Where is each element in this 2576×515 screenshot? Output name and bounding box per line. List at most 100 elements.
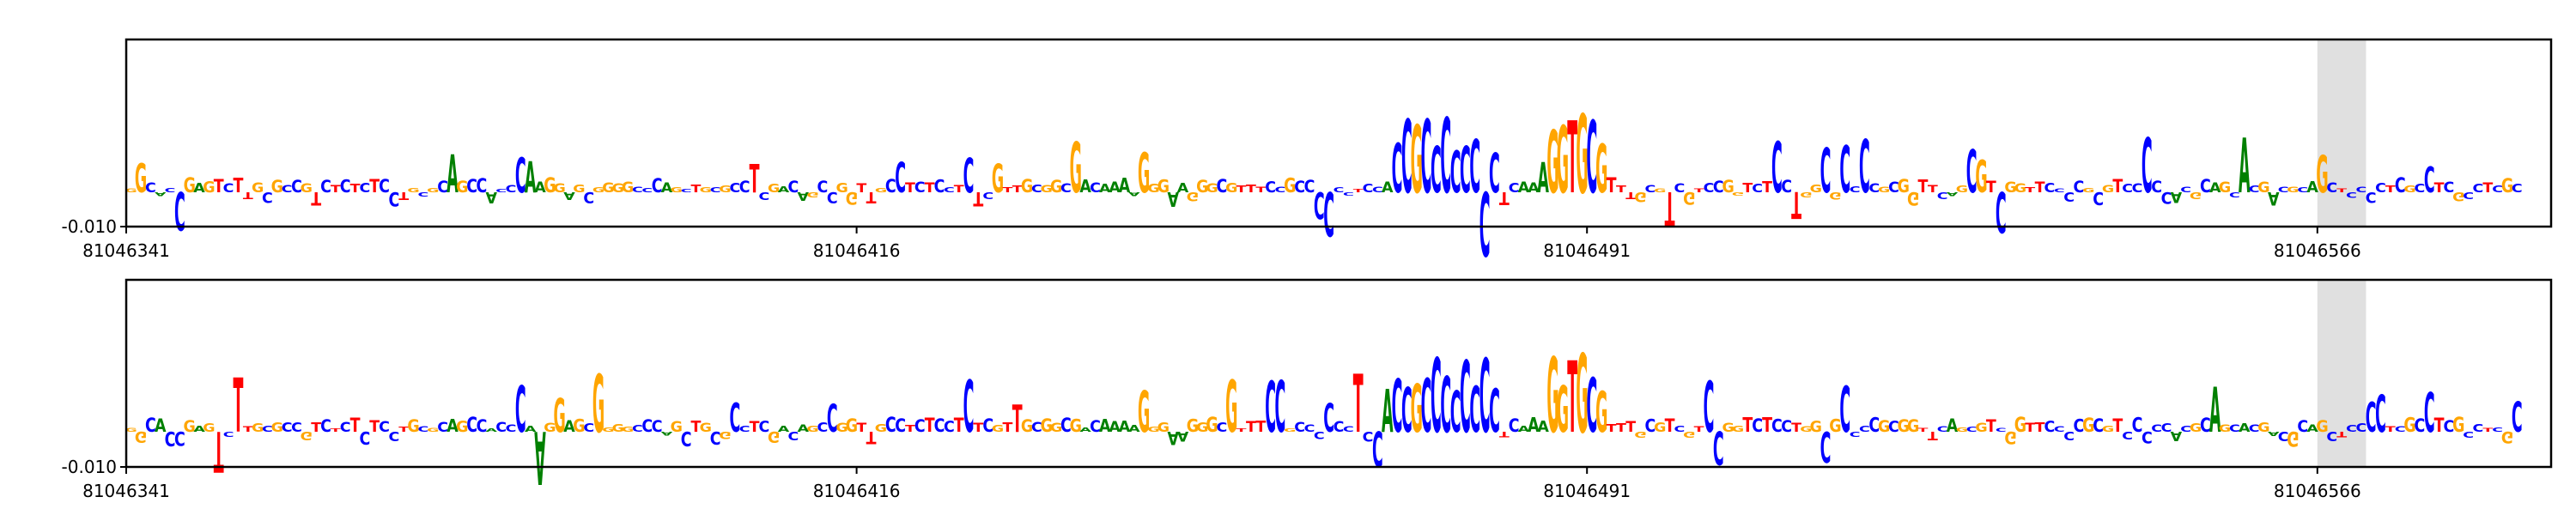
logo-letter: C <box>2161 421 2172 435</box>
logo-letter: C <box>681 427 692 450</box>
logo-letter: A <box>1099 415 1111 437</box>
logo-letter: C <box>1294 419 1305 435</box>
logo-letter: C <box>2132 414 2143 437</box>
logo-letter: G <box>1196 420 1208 435</box>
logo-letter: T <box>925 179 935 196</box>
logo-letter: G <box>846 415 858 436</box>
logo-letter: C <box>418 425 429 433</box>
logo-letter: T <box>2112 415 2123 436</box>
logo-letter: C <box>1859 425 1870 434</box>
logo-letter: G <box>992 157 1004 203</box>
logo-letter: C <box>2463 190 2474 200</box>
logo-letter: C <box>583 421 594 434</box>
logo-letter: G <box>1050 421 1062 435</box>
logo-letter: A <box>1382 179 1394 197</box>
logo-letter: T <box>905 180 916 196</box>
logo-letter: G <box>2004 427 2016 446</box>
logo-letter: C <box>2473 421 2484 434</box>
logo-letter: T <box>369 417 380 436</box>
logo-letter: G <box>1732 191 1744 196</box>
logo-letter: G <box>602 179 614 196</box>
logo-letter: C <box>934 415 945 436</box>
logo-letter: G <box>427 187 439 194</box>
logo-letter: A <box>1119 174 1131 197</box>
logo-letter: C <box>477 174 488 197</box>
logo-letter: C <box>2093 188 2104 209</box>
logo-letter: A <box>534 179 546 196</box>
logo-letter: T <box>1791 184 1801 227</box>
logo-letter: T <box>243 425 254 433</box>
logo-letter: G <box>1878 185 1890 194</box>
logo-letter: A <box>797 190 809 203</box>
logo-letter: G <box>1187 416 1199 437</box>
logo-letter: C <box>2142 122 2153 210</box>
logo-letter: C <box>1304 178 1315 197</box>
logo-letter: G <box>2257 179 2269 197</box>
logo-letter: G <box>544 173 556 197</box>
axes-frame-bottom <box>125 278 2553 469</box>
logo-letter: G <box>1595 381 1607 445</box>
logo-letter: C <box>2366 188 2377 205</box>
logo-letter: C <box>1060 414 1072 437</box>
logo-letter: G <box>806 425 818 434</box>
logo-letter: A <box>2306 422 2318 434</box>
logo-letter: G <box>135 157 147 203</box>
logo-letter: T <box>243 190 253 201</box>
logo-letter: G <box>544 420 556 434</box>
logo-letter: C <box>583 188 594 205</box>
logo-letter: C <box>340 177 351 197</box>
logo-letter: T <box>925 414 935 437</box>
logo-letter: C <box>758 418 769 436</box>
logo-letter: C <box>1314 184 1325 227</box>
logo-letter: A <box>1167 427 1179 448</box>
logo-letter: C <box>1820 421 1832 470</box>
logo-letter: A <box>797 423 809 434</box>
xticks-top: 81046341 81046416 81046491 81046566 <box>82 227 2361 261</box>
logo-letter: T <box>1616 421 1626 435</box>
logo-letter: C <box>1265 179 1276 197</box>
logo-letter: C <box>1031 420 1042 435</box>
logo-letter: G <box>184 173 196 197</box>
logo-letter: T <box>750 157 760 203</box>
logo-letter: T <box>1607 422 1618 434</box>
logo-letter: A <box>525 152 537 203</box>
logo-letter: C <box>291 178 302 197</box>
logo-letter: C <box>739 425 750 434</box>
logo-letter: T <box>691 418 702 436</box>
logo-letter: A <box>1947 415 1958 436</box>
logo-letter: C <box>466 413 477 436</box>
logo-letter: G <box>2219 423 2231 434</box>
logo-letter: C <box>2063 429 2075 442</box>
logo-letter: C <box>1421 100 1432 216</box>
logo-letter: G <box>806 191 818 199</box>
logo-letter: C <box>729 180 740 196</box>
logo-letter: G <box>2403 414 2415 437</box>
logo-letter: G <box>573 417 585 436</box>
logo-letter: C <box>223 430 234 439</box>
logo-letter: T <box>2434 414 2445 437</box>
logo-letter: C <box>1674 181 1686 196</box>
logo-letter: G <box>2082 187 2094 194</box>
logo-letter: C <box>1060 181 1072 196</box>
logo-letter: A <box>1128 424 1139 433</box>
logo-letter: C <box>437 419 448 435</box>
logo-letter: C <box>944 419 955 436</box>
logo-letter: C <box>437 178 448 197</box>
logo-letter: A <box>193 425 205 434</box>
logo-letter: G <box>407 417 419 436</box>
logo-letter: T <box>1762 414 1772 437</box>
logo-letter: C <box>1479 171 1491 272</box>
logo-letter: G <box>2102 425 2114 434</box>
logo-letter: C <box>1850 430 1861 437</box>
logo-letter: C <box>2375 180 2386 196</box>
logo-letter: G <box>671 186 683 194</box>
logo-letter: C <box>2200 415 2211 437</box>
logo-letter: A <box>2239 421 2251 434</box>
logo-letter: G <box>835 180 848 196</box>
logo-letter: A <box>486 188 498 205</box>
logo-letter: G <box>1138 143 1150 207</box>
logo-letter: C <box>1996 427 2007 433</box>
logo-letter: C <box>1392 365 1403 449</box>
logo-letter: C <box>145 414 156 437</box>
